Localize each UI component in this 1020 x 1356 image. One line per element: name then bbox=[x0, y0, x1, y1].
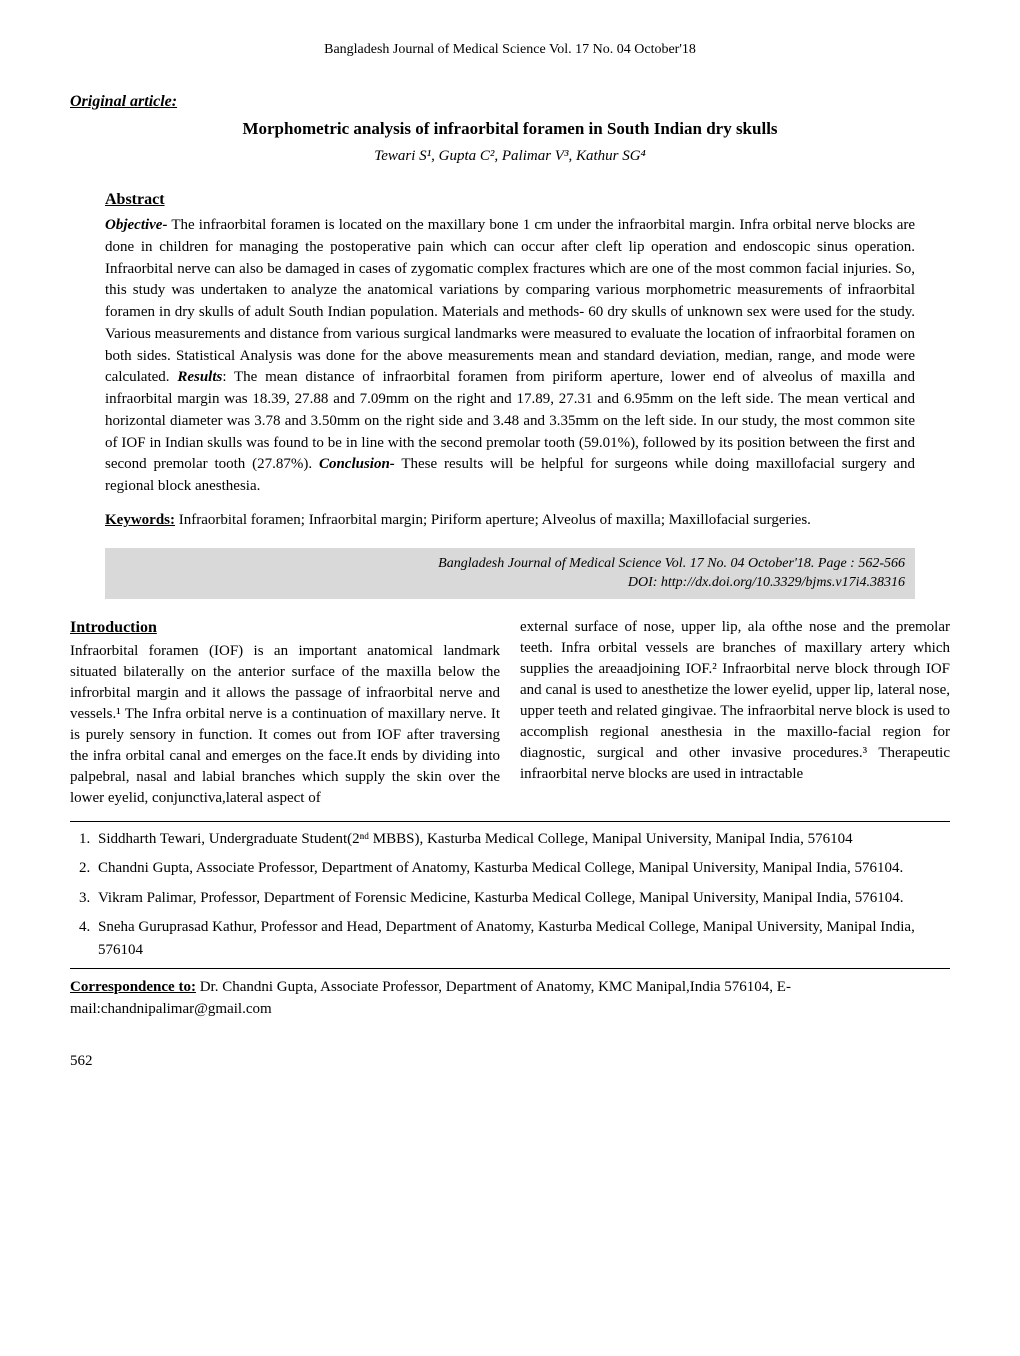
affiliation-2: Chandni Gupta, Associate Professor, Depa… bbox=[94, 857, 950, 880]
page-number: 562 bbox=[70, 1051, 950, 1073]
abstract-block: Abstract Objective- The infraorbital for… bbox=[70, 188, 950, 532]
citation-line-2: DOI: http://dx.doi.org/10.3329/bjms.v17i… bbox=[115, 573, 905, 593]
affiliations-block: Siddharth Tewari, Undergraduate Student(… bbox=[70, 828, 950, 962]
column-left-text: Infraorbital foramen (IOF) is an importa… bbox=[70, 643, 500, 806]
introduction-heading: Introduction bbox=[70, 617, 500, 639]
affiliation-4: Sneha Guruprasad Kathur, Professor and H… bbox=[94, 916, 950, 963]
column-right-text: external surface of nose, upper lip, ala… bbox=[520, 619, 950, 782]
running-header: Bangladesh Journal of Medical Science Vo… bbox=[70, 40, 950, 60]
citation-line-1: Bangladesh Journal of Medical Science Vo… bbox=[115, 554, 905, 574]
objective-text: The infraorbital foramen is located on t… bbox=[105, 217, 915, 385]
affiliation-3: Vikram Palimar, Professor, Department of… bbox=[94, 887, 950, 910]
authors-line: Tewari S¹, Gupta C², Palimar V³, Kathur … bbox=[70, 146, 950, 168]
keywords-label: Keywords: bbox=[105, 512, 175, 528]
keywords-content: Infraorbital foramen; Infraorbital margi… bbox=[175, 512, 811, 528]
results-label: Results bbox=[177, 369, 222, 385]
keywords-block: Keywords: Infraorbital foramen; Infraorb… bbox=[105, 510, 915, 532]
divider-bottom bbox=[70, 968, 950, 969]
correspondence-block: Correspondence to: Dr. Chandni Gupta, As… bbox=[70, 977, 950, 1021]
abstract-heading: Abstract bbox=[105, 188, 915, 211]
two-column-body: Introduction Infraorbital foramen (IOF) … bbox=[70, 617, 950, 809]
citation-box: Bangladesh Journal of Medical Science Vo… bbox=[105, 548, 915, 599]
column-right: external surface of nose, upper lip, ala… bbox=[520, 617, 950, 809]
objective-label: Objective- bbox=[105, 217, 167, 233]
column-left: Introduction Infraorbital foramen (IOF) … bbox=[70, 617, 500, 809]
conclusion-label: Conclusion- bbox=[319, 456, 395, 472]
abstract-body: Objective- The infraorbital foramen is l… bbox=[105, 215, 915, 498]
article-title: Morphometric analysis of infraorbital fo… bbox=[70, 117, 950, 142]
divider-top bbox=[70, 821, 950, 822]
article-type: Original article: bbox=[70, 90, 950, 113]
affiliation-1: Siddharth Tewari, Undergraduate Student(… bbox=[94, 828, 950, 851]
correspondence-label: Correspondence to: bbox=[70, 979, 196, 995]
